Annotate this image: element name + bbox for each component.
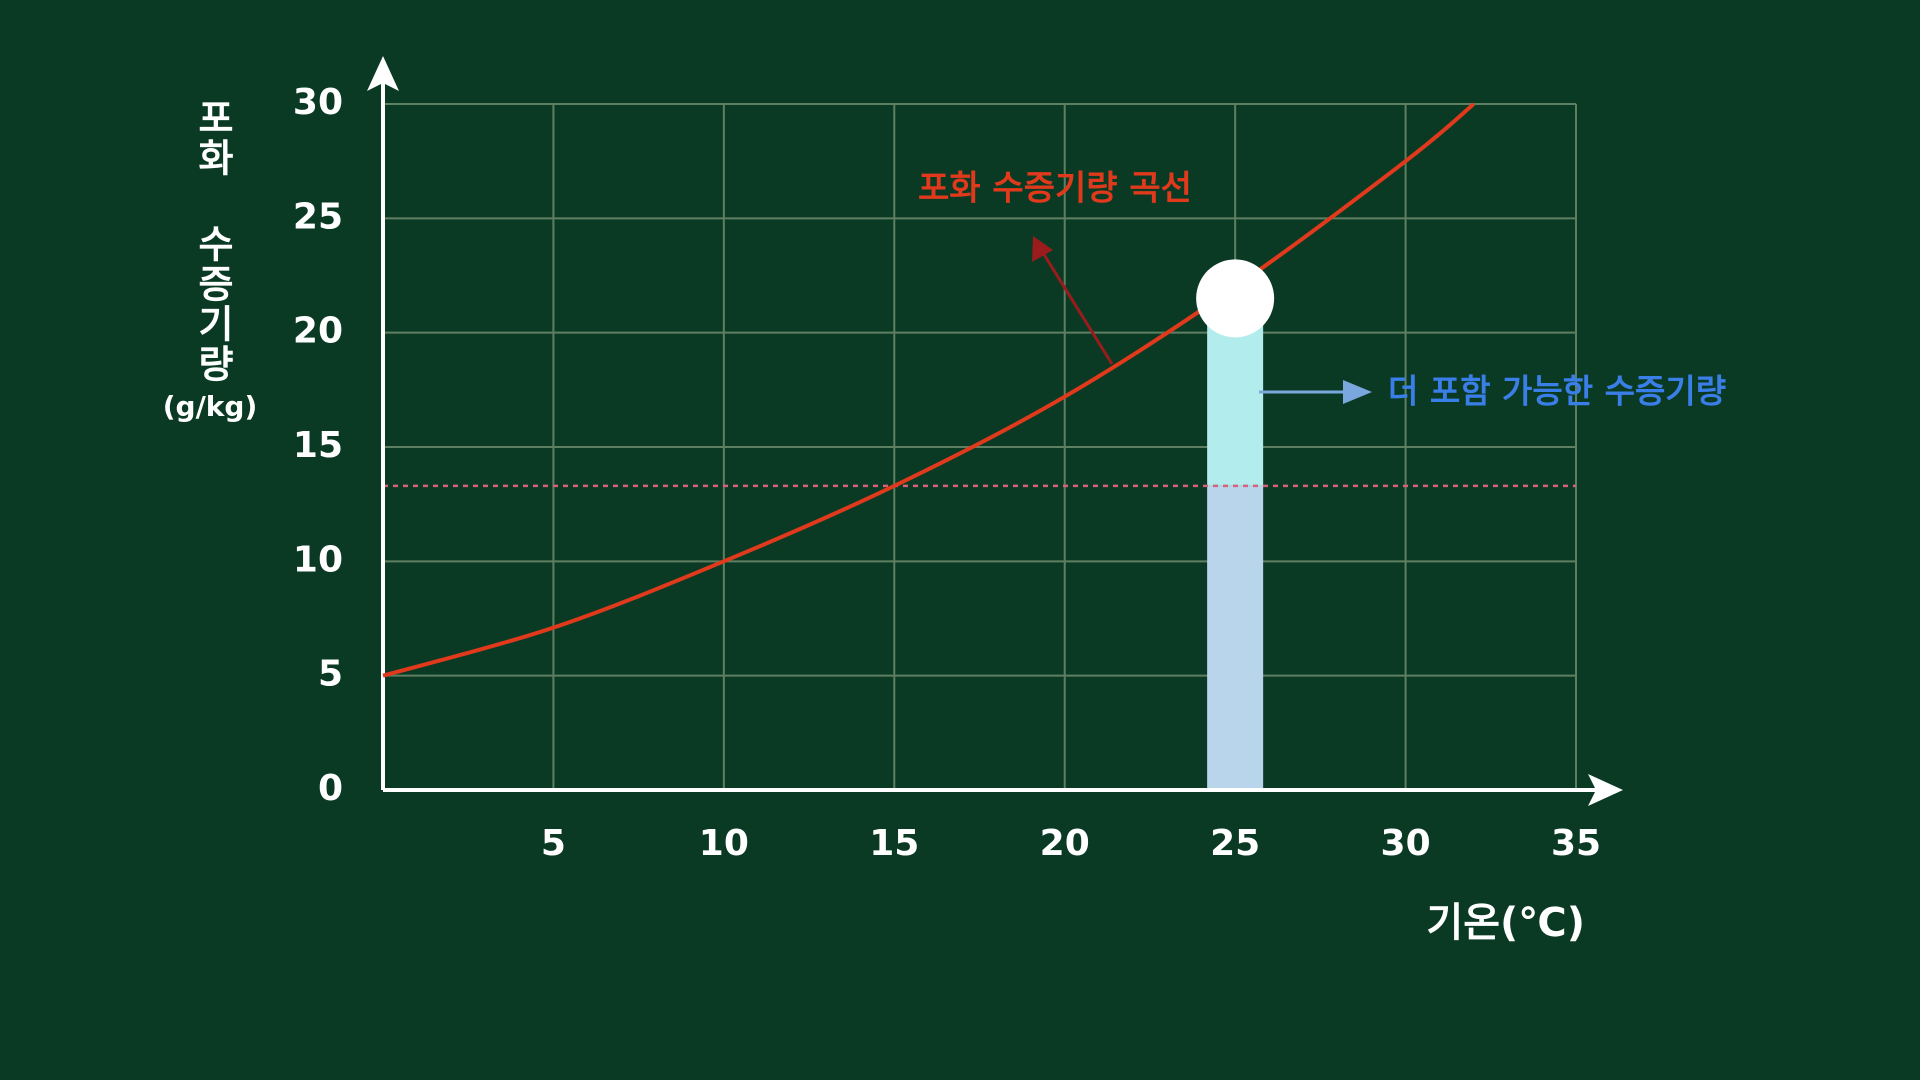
y-axis-label: 포화 수증기량 xyxy=(191,98,235,384)
x-tick-label: 20 xyxy=(1040,823,1090,864)
y-axis-unit: (g/kg) xyxy=(163,390,258,423)
curve xyxy=(382,102,1476,678)
annotation-arrowhead xyxy=(1032,236,1053,262)
y-tick-label: 30 xyxy=(293,82,343,123)
segment-label: 더 포함 가능한 수증기량 xyxy=(1388,372,1726,411)
x-tick-label: 5 xyxy=(541,823,566,864)
y-tick-label: 20 xyxy=(293,311,343,352)
x-axis-label: 기온(℃) xyxy=(1426,900,1585,946)
x-tick-label: 10 xyxy=(699,823,749,864)
marker xyxy=(1196,259,1275,338)
x-tick-label: 25 xyxy=(1210,823,1260,864)
curve-label: 포화 수증기량 곡선 xyxy=(918,169,1192,209)
y-axis-arrow xyxy=(367,56,399,91)
y-tick-label: 5 xyxy=(318,654,343,695)
bar-segment xyxy=(1207,485,1264,790)
y-tick-label: 10 xyxy=(293,539,343,580)
x-tick-label: 35 xyxy=(1551,823,1601,864)
x-tick-label: 30 xyxy=(1381,823,1431,864)
y-tick-label: 25 xyxy=(293,196,343,237)
annotation-arrow xyxy=(1038,247,1114,365)
annotation-arrowhead xyxy=(1343,380,1372,404)
x-axis-arrow xyxy=(1588,774,1623,806)
y-tick-label: 0 xyxy=(318,768,343,809)
y-tick-label: 15 xyxy=(293,425,343,466)
x-tick-label: 15 xyxy=(869,823,919,864)
